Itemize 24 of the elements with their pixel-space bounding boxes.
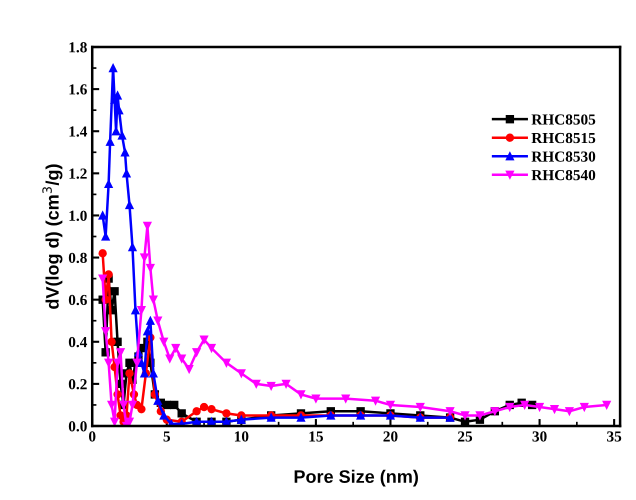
- legend-label: RHC8530: [532, 151, 596, 162]
- y-tick-label: 0.6: [68, 294, 87, 306]
- x-tick-label: 35: [607, 431, 622, 442]
- x-tick-label: 20: [383, 431, 398, 442]
- y-axis-title: dV(log d) (cm$^{3}$/g): [42, 164, 62, 309]
- y-tick-label: 1.4: [69, 126, 88, 137]
- y-tick-label: 0.2: [68, 379, 87, 390]
- x-tick-label: 30: [532, 431, 547, 442]
- y-tick-label: 0.4: [68, 336, 88, 348]
- y-tick-label: 1.0: [69, 210, 87, 221]
- legend-label: RHC8505: [532, 114, 596, 125]
- x-tick-label: 10: [234, 431, 248, 442]
- legend-label: RHC8540: [532, 170, 596, 180]
- y-tick-label: 1.6: [69, 84, 87, 95]
- x-tick-label: 5: [164, 431, 170, 442]
- x-tick-label: 0: [88, 431, 96, 442]
- y-tick-label: 1.2: [69, 168, 87, 179]
- x-tick-label: 15: [309, 431, 323, 442]
- y-tick-label: 0.0: [68, 421, 87, 432]
- x-axis-title: Pore Size (nm): [294, 470, 418, 487]
- y-tick-label: 1.8: [69, 42, 87, 53]
- legend-label: RHC8515: [532, 132, 596, 144]
- x-tick-label: 25: [458, 431, 472, 442]
- y-tick-label: 0.8: [68, 252, 87, 264]
